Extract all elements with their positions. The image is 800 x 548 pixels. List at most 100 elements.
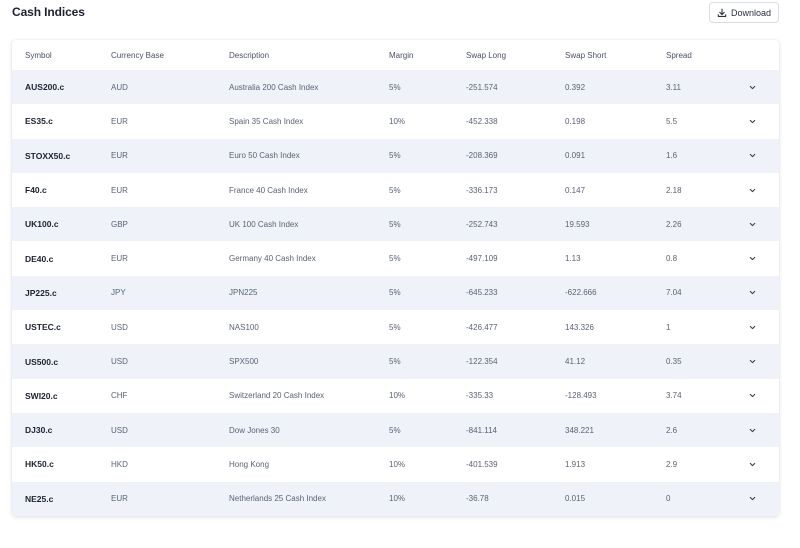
description-cell: Switzerland 20 Cash Index [229,391,325,401]
column-header-spread: Spread [666,50,692,60]
table-row[interactable]: DE40.c EUR Germany 40 Cash Index 5% -497.109… [12,242,779,276]
swap-short-cell: 0.015 [565,494,586,504]
table-row[interactable]: SWI20.c CHF Switzerland 20 Cash Index 10% -3… [12,379,779,413]
column-header-description: Description [229,50,270,60]
chevron-down-icon[interactable] [744,354,760,370]
symbol-cell: STOXX50.c [25,150,71,161]
swap-short-cell: 348.221 [565,425,594,435]
swap-long-cell: -208.369 [466,151,498,161]
spread-cell: 2.6 [666,425,678,435]
currency-base-cell: EUR [111,254,128,264]
swap-long-cell: -122.354 [466,357,498,367]
margin-cell: 5% [389,357,401,367]
symbol-cell: NE25.c [25,493,54,504]
swap-long-cell: -841.114 [466,425,497,435]
symbol-cell: AUS200.c [25,82,65,93]
table-row[interactable]: ES35.c EUR Spain 35 Cash Index 10% -452.338 0… [12,104,779,138]
table-row[interactable]: HK50.c HKD Hong Kong 10% -401.539 1.913 2.9 [12,447,779,481]
symbol-cell: JP225.c [25,287,57,298]
chevron-down-icon[interactable] [744,79,760,95]
margin-cell: 10% [389,494,406,504]
chevron-down-icon[interactable] [744,251,760,267]
table-row[interactable]: F40.c EUR France 40 Cash Index 5% -336.173 0.… [12,173,779,207]
symbol-cell: USTEC.c [25,322,61,333]
chevron-down-icon[interactable] [744,319,760,335]
margin-cell: 5% [389,322,401,332]
margin-cell: 10% [389,116,406,126]
currency-base-cell: CHF [111,391,128,401]
swap-short-cell: 0.147 [565,185,586,195]
chevron-down-icon[interactable] [744,148,760,164]
spread-cell: 2.18 [666,185,682,195]
chevron-down-icon[interactable] [744,456,760,472]
column-header-swap-long: Swap Long [466,50,507,60]
table-row[interactable]: NE25.c EUR Netherlands 25 Cash Index 10% -36… [12,481,779,516]
description-cell: France 40 Cash Index [229,185,308,195]
swap-long-cell: -36.78 [466,494,489,504]
symbol-cell: US500.c [25,356,59,367]
currency-base-cell: EUR [111,116,128,126]
description-cell: Spain 35 Cash Index [229,116,304,126]
table-row[interactable]: DJ30.c USD Dow Jones 30 5% -841.114 348.221 2.… [12,413,779,448]
chevron-down-icon[interactable] [744,388,760,404]
chevron-down-icon[interactable] [744,491,760,507]
swap-long-cell: -336.173 [466,185,498,195]
chevron-down-icon[interactable] [744,285,760,301]
symbol-cell: ES35.c [25,116,53,127]
swap-long-cell: -645.233 [466,288,498,298]
margin-cell: 5% [389,185,401,195]
table-row[interactable]: AUS200.c AUD Australia 200 Cash Index 5% -25… [12,70,779,105]
swap-short-cell: 41.12 [565,357,586,367]
chevron-down-icon[interactable] [744,182,760,198]
swap-short-cell: 143.326 [565,322,594,332]
table-row[interactable]: UK100.c GBP UK 100 Cash Index 5% -252.743 19.… [12,207,779,242]
currency-base-cell: EUR [111,494,128,504]
swap-long-cell: -426.477 [466,322,498,332]
margin-cell: 5% [389,219,401,229]
currency-base-cell: GBP [111,219,128,229]
swap-long-cell: -401.539 [466,459,498,469]
description-cell: Euro 50 Cash Index [229,151,300,161]
description-cell: Australia 200 Cash Index [229,82,319,92]
chevron-down-icon[interactable] [744,216,760,232]
description-cell: JPN225 [229,288,258,298]
description-cell: UK 100 Cash Index [229,219,299,229]
swap-short-cell: -128.493 [565,391,597,401]
swap-short-cell: 1.13 [565,254,581,264]
download-button[interactable]: Download [709,2,779,23]
symbol-cell: HK50.c [25,459,54,470]
table-row[interactable]: JP225.c JPY JPN225 5% -645.233 -622.666 7.04 [12,275,779,311]
currency-base-cell: AUD [111,82,128,92]
table-row[interactable]: US500.c USD SPX500 5% -122.354 41.12 0.35 [12,344,779,379]
spread-cell: 0 [666,494,671,504]
description-cell: Netherlands 25 Cash Index [229,494,326,504]
swap-long-cell: -251.574 [466,82,498,92]
swap-short-cell: 0.392 [565,82,586,92]
swap-long-cell: -452.338 [466,116,498,126]
swap-short-cell: 0.198 [565,116,586,126]
column-header-margin: Margin [389,50,414,60]
swap-short-cell: 19.593 [565,219,590,229]
swap-short-cell: 1.913 [565,459,586,469]
chevron-down-icon[interactable] [744,113,760,129]
currency-base-cell: EUR [111,151,128,161]
spread-cell: 0.8 [666,254,678,264]
currency-base-cell: USD [111,425,128,435]
description-cell: Germany 40 Cash Index [229,254,316,264]
table-row[interactable]: STOXX50.c EUR Euro 50 Cash Index 5% -208.369… [12,138,779,173]
spread-cell: 7.04 [666,288,682,298]
column-header-currency-base: Currency Base [111,50,164,60]
spread-cell: 2.26 [666,219,682,229]
swap-short-cell: -622.666 [565,288,597,298]
description-cell: Hong Kong [229,459,270,469]
currency-base-cell: EUR [111,185,128,195]
spread-cell: 1 [666,322,671,332]
swap-long-cell: -497.109 [466,254,498,264]
currency-base-cell: USD [111,357,128,367]
download-label: Download [730,7,772,18]
table-row[interactable]: USTEC.c USD NAS100 5% -426.477 143.326 1 [12,310,779,344]
spread-cell: 5.5 [666,116,678,126]
swap-short-cell: 0.091 [565,151,586,161]
chevron-down-icon[interactable] [744,422,760,438]
symbol-cell: UK100.c [25,219,59,230]
